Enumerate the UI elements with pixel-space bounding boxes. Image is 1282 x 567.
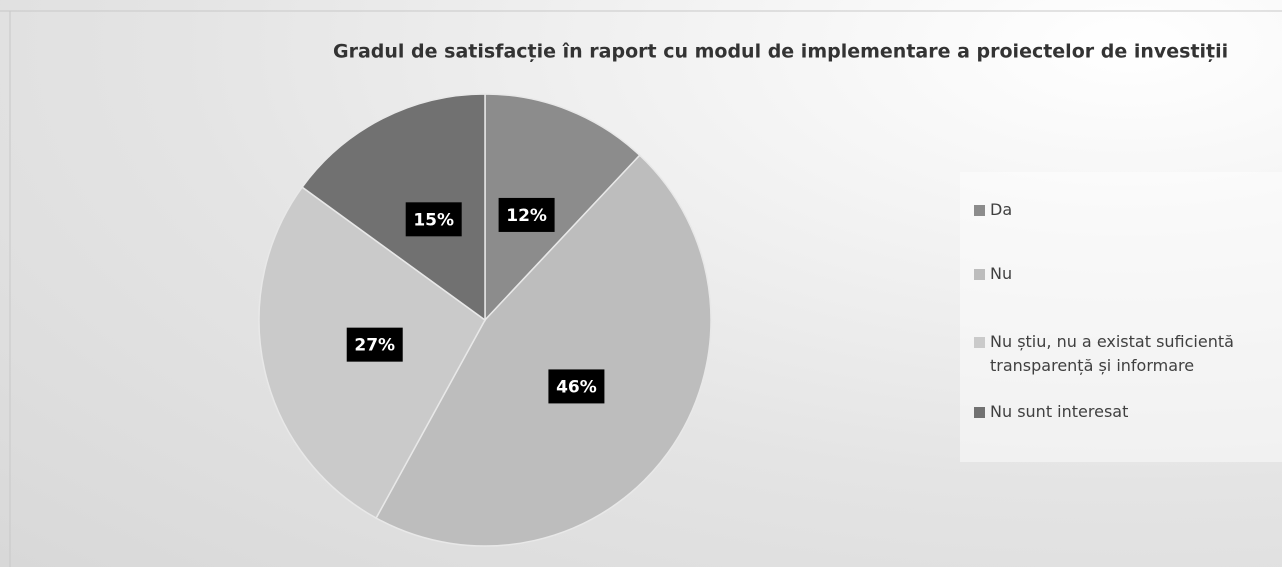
legend-label: Nu <box>990 264 1013 283</box>
data-label-box <box>548 369 605 404</box>
pie-slice <box>375 154 712 547</box>
pie-slice <box>484 93 641 322</box>
data-label: 46% <box>556 377 597 397</box>
chart-title: Gradul de satisfacție în raport cu modul… <box>333 41 1228 63</box>
data-label-box <box>346 327 403 362</box>
data-label: 15% <box>413 210 454 230</box>
data-label: 27% <box>354 336 395 356</box>
legend-label: Nu sunt interesat <box>990 402 1129 421</box>
legend-swatch <box>974 407 985 418</box>
pie-slice <box>301 93 486 322</box>
data-label: 12% <box>506 206 547 226</box>
legend-item: Da <box>974 198 1274 222</box>
legend-item: Nu sunt interesat <box>974 400 1274 424</box>
legend-item: Nu <box>974 262 1274 286</box>
data-label-box <box>405 202 462 237</box>
data-label-box <box>498 197 555 232</box>
legend-swatch <box>974 337 985 348</box>
legend-swatch <box>974 269 985 280</box>
legend-label: Nu știu, nu a existat suficientă transpa… <box>990 332 1234 375</box>
legend-item: Nu știu, nu a existat suficientă transpa… <box>974 330 1274 378</box>
legend: Da Nu Nu știu, nu a existat suficientă tra… <box>960 172 1282 462</box>
legend-label: Da <box>990 200 1013 219</box>
legend-swatch <box>974 205 985 216</box>
